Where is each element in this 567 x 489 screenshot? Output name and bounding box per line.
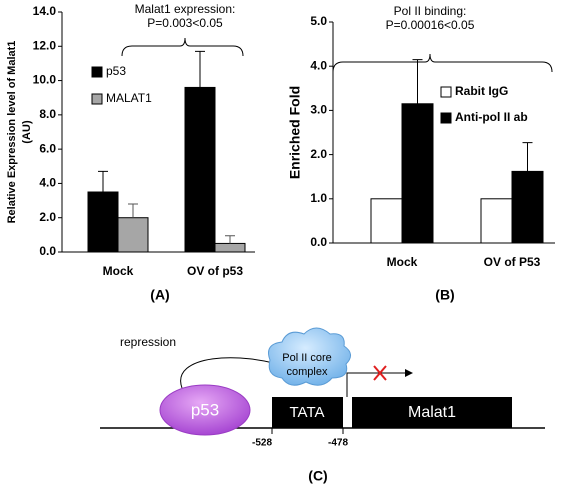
legend-swatch — [440, 112, 452, 124]
pol-ii-complex — [268, 327, 351, 386]
annotation: P=0.00016<0.05 — [386, 18, 475, 32]
panel-label: (B) — [435, 287, 454, 303]
y-tick-label: 4.0 — [310, 58, 327, 72]
x-tick-label: OV of p53 — [187, 264, 243, 278]
bar — [370, 198, 403, 244]
protein-label: p53 — [191, 400, 219, 419]
y-tick-label: 2.0 — [310, 147, 327, 161]
y-tick-label: 14.0 — [33, 4, 57, 18]
tata-box — [272, 397, 343, 428]
bar — [511, 170, 544, 244]
panel-label: (C) — [308, 468, 327, 484]
bar — [401, 103, 434, 244]
block-mark — [373, 365, 387, 381]
annotation: Malat1 expression: — [135, 2, 236, 16]
position-label: -528 — [252, 438, 272, 449]
diagram: repression p53 TATA Pol II core complex … — [100, 327, 545, 484]
box-label: TATA — [290, 404, 325, 421]
panel-label: (A) — [150, 287, 169, 303]
y-tick-label: 4.0 — [39, 176, 56, 190]
legend-swatch — [440, 86, 452, 98]
legend-label: p53 — [106, 64, 126, 78]
y-tick-label: 0.0 — [39, 244, 56, 258]
y-axis-label: (AU) — [21, 120, 33, 144]
brace — [332, 53, 553, 73]
bar — [480, 198, 513, 244]
repression-label: repression — [120, 335, 176, 349]
legend-label: MALAT1 — [106, 91, 152, 105]
bar — [117, 217, 149, 253]
complex-label: complex — [287, 366, 328, 378]
brace — [121, 37, 244, 57]
y-tick-label: 0.0 — [310, 235, 327, 249]
y-tick-label: 3.0 — [310, 103, 327, 117]
error-bar — [195, 50, 205, 88]
legend-swatch — [91, 66, 103, 78]
y-tick-label: 1.0 — [310, 191, 327, 205]
annotation: Pol II binding: — [394, 4, 467, 18]
annotation: P=0.003<0.05 — [147, 16, 223, 30]
legend-label: Anti-pol II ab — [455, 110, 528, 124]
legend-label: Rabit IgG — [455, 84, 508, 98]
y-tick-label: 6.0 — [39, 141, 56, 155]
bar — [214, 242, 246, 253]
error-bar — [225, 235, 235, 244]
error-bar — [98, 170, 108, 192]
y-axis-label: Enriched Fold — [287, 86, 303, 179]
error-bar — [522, 142, 533, 172]
gene-box — [352, 397, 512, 428]
x-tick-label: Mock — [387, 255, 418, 269]
y-tick-label: 2.0 — [39, 210, 56, 224]
complex-label: Pol II core — [282, 352, 332, 364]
bar — [184, 86, 216, 253]
tss-arrow — [346, 369, 413, 397]
y-tick-label: 5.0 — [310, 14, 327, 28]
legend-swatch — [91, 93, 103, 105]
y-tick-label: 12.0 — [33, 38, 57, 52]
y-tick-label: 10.0 — [33, 73, 57, 87]
position-label: -478 — [328, 438, 348, 449]
gene-label: Malat1 — [408, 404, 456, 421]
x-tick-label: OV of P53 — [484, 255, 541, 269]
p53-protein — [159, 384, 251, 436]
error-bar — [128, 203, 138, 218]
y-axis-label: Relative Expression level of Malat1 — [6, 41, 18, 224]
y-tick-label: 8.0 — [39, 107, 56, 121]
x-tick-label: Mock — [103, 264, 134, 278]
error-bar — [412, 59, 423, 104]
bar — [87, 191, 119, 253]
